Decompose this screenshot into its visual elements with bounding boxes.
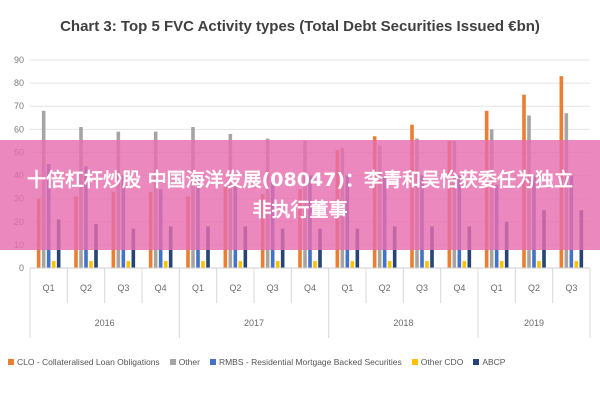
x-tick-label: Q3 [565, 283, 577, 293]
y-tick-label: 90 [14, 55, 24, 65]
bar-other_cdo [51, 261, 56, 268]
legend-swatch [169, 359, 176, 365]
legend-swatch [209, 359, 216, 365]
legend-label: CLO - Collateralised Loan Obligations [17, 357, 160, 367]
legend-item-clo: CLO - Collateralised Loan Obligations [8, 357, 160, 367]
bar-other_cdo [499, 261, 504, 268]
year-label: 2019 [524, 318, 544, 328]
legend-label: ABCP [482, 357, 506, 367]
bar-other_cdo [89, 261, 93, 268]
year-label: 2016 [95, 318, 115, 328]
x-tick-label: Q2 [379, 283, 391, 293]
year-label: 2017 [244, 318, 264, 328]
legend-label: Other [178, 357, 200, 367]
x-tick-label: Q4 [155, 283, 167, 293]
bar-other_cdo [126, 261, 131, 268]
overlay-banner: 十倍杠杆炒股 中国海洋发展(08047)：李青和吴怡获委任为独立非执行董事 [0, 140, 600, 250]
x-tick-label: Q4 [453, 283, 465, 293]
x-tick-label: Q2 [528, 283, 540, 293]
legend-item-abcp: ABCP [473, 357, 505, 367]
bar-other_cdo [238, 261, 243, 268]
legend-label: Other CDO [420, 357, 464, 367]
y-tick-label: 80 [14, 78, 24, 88]
bar-other_cdo [313, 261, 317, 268]
x-tick-label: Q1 [491, 283, 503, 293]
y-tick-label: 70 [14, 101, 24, 111]
legend-item-other_cdo: Other CDO [411, 357, 464, 367]
x-axis-ticks: Q1 Q2 Q3 Q4 Q1 Q2 Q3 Q4 Q1 Q2 Q3 Q4 Q1 Q2 Q3 [29, 267, 591, 303]
banner-text: 十倍杠杆炒股 中国海洋发展(08047)：李青和吴怡获委任为独立非执行董事 [26, 169, 574, 221]
y-tick-label: 0 [19, 263, 24, 273]
bar-other_cdo [163, 261, 168, 268]
bar-other_cdo [537, 261, 541, 268]
chart-legend: CLO - Collateralised Loan Obligations Oth… [8, 354, 598, 370]
x-tick-label: Q3 [267, 283, 279, 293]
bar-other_cdo [387, 261, 392, 268]
x-tick-label: Q1 [341, 283, 353, 293]
legend-item-rmbs: RMBS - Residential Mortgage Backed Secur… [209, 357, 402, 367]
legend-swatch [473, 359, 480, 365]
x-tick-label: Q2 [229, 283, 241, 293]
y-tick-label: 60 [14, 124, 24, 134]
x-tick-label: Q4 [304, 283, 316, 293]
legend-swatch [411, 359, 418, 365]
bar-other_cdo [275, 261, 280, 268]
legend-item-other: Other [169, 357, 200, 367]
bar-other_cdo [574, 261, 579, 268]
x-tick-label: Q3 [117, 283, 129, 293]
x-tick-label: Q3 [416, 283, 428, 293]
x-tick-label: Q2 [80, 283, 92, 293]
legend-swatch [8, 359, 14, 365]
bar-other_cdo [462, 261, 467, 268]
x-tick-label: Q1 [43, 283, 55, 293]
chart-title: Chart 3: Top 5 FVC Activity types (Total… [60, 18, 540, 35]
bar-other_cdo [350, 261, 355, 268]
legend-label: RMBS - Residential Mortgage Backed Secur… [218, 357, 402, 367]
year-labels: 2016 2017 2018 2019 [29, 303, 591, 338]
year-label: 2018 [393, 318, 413, 328]
bar-other_cdo [425, 261, 429, 268]
x-tick-label: Q1 [192, 283, 204, 293]
bar-other_cdo [201, 261, 205, 268]
